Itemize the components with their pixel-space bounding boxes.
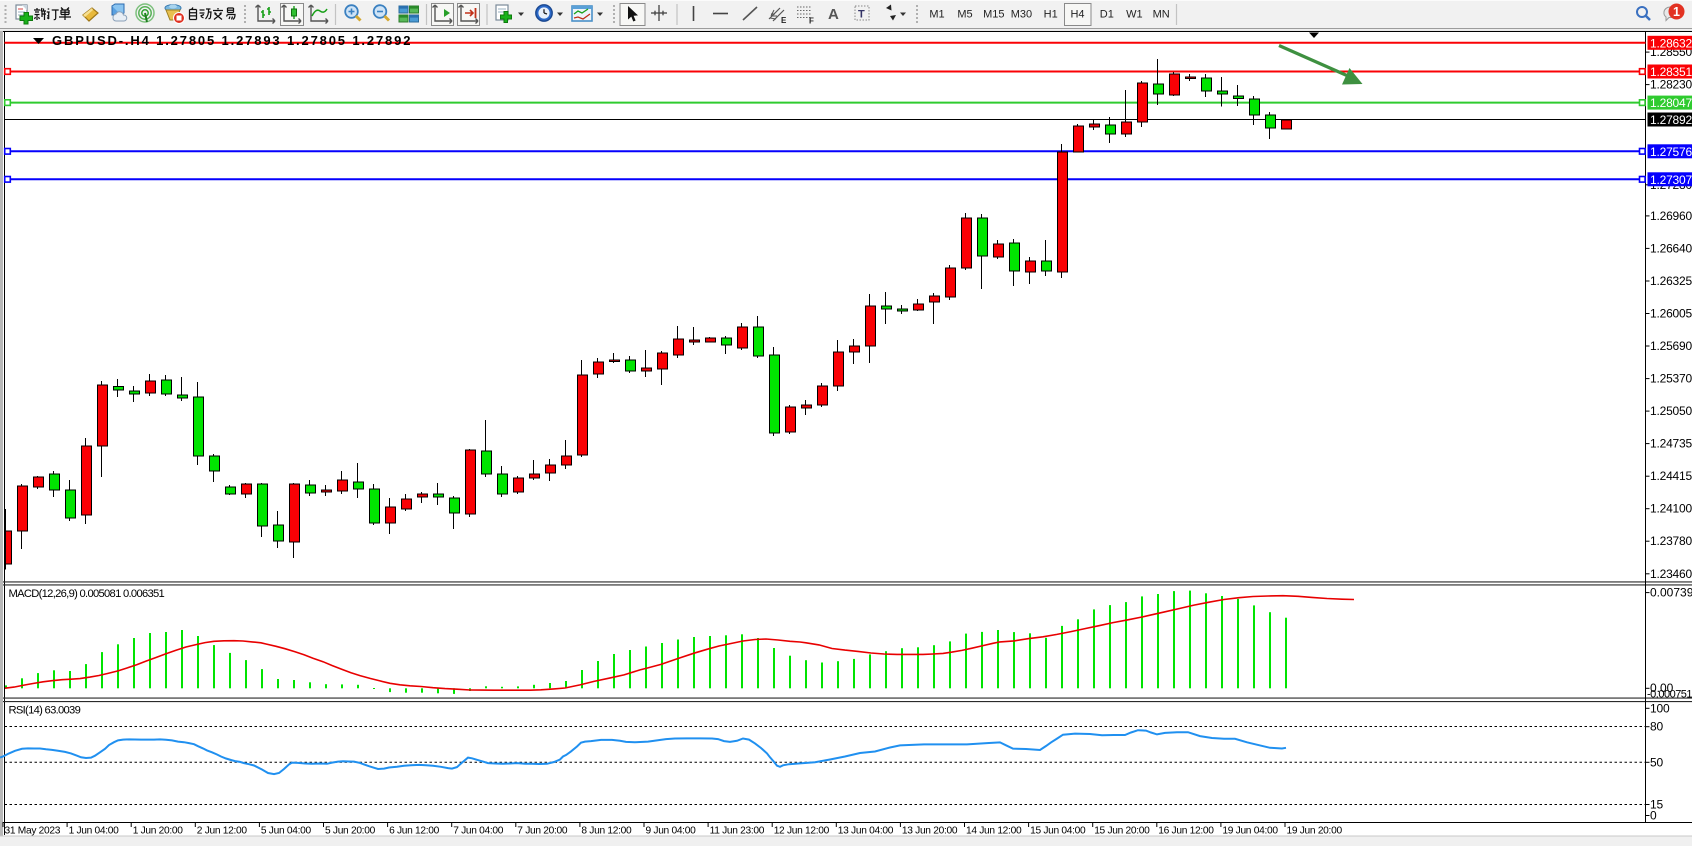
svg-text:1.28351: 1.28351 — [1650, 65, 1692, 79]
svg-text:1.26640: 1.26640 — [1650, 241, 1692, 255]
svg-text:1.28632: 1.28632 — [1650, 36, 1692, 50]
svg-text:12 Jun 12:00: 12 Jun 12:00 — [774, 826, 830, 837]
svg-text:80: 80 — [1650, 720, 1663, 734]
svg-text:RSI(14) 63.0039: RSI(14) 63.0039 — [9, 705, 81, 717]
svg-text:M5: M5 — [957, 9, 972, 21]
svg-text:19 Jun 04:00: 19 Jun 04:00 — [1222, 826, 1278, 837]
svg-text:1.27576: 1.27576 — [1650, 145, 1692, 159]
svg-text:A: A — [828, 6, 839, 23]
svg-text:7 Jun 20:00: 7 Jun 20:00 — [517, 826, 568, 837]
svg-text:M15: M15 — [983, 9, 1004, 21]
svg-text:1.28230: 1.28230 — [1650, 78, 1692, 92]
svg-text:9 Jun 04:00: 9 Jun 04:00 — [646, 826, 697, 837]
svg-text:6 Jun 12:00: 6 Jun 12:00 — [389, 826, 440, 837]
svg-text:1.25370: 1.25370 — [1650, 372, 1692, 386]
svg-text:MACD(12,26,9) 0.005081 0.00635: MACD(12,26,9) 0.005081 0.006351 — [9, 588, 165, 600]
svg-text:1.24415: 1.24415 — [1650, 469, 1692, 483]
svg-text:16 Jun 12:00: 16 Jun 12:00 — [1158, 826, 1214, 837]
svg-text:1.23460: 1.23460 — [1650, 567, 1692, 581]
svg-text:14 Jun 12:00: 14 Jun 12:00 — [966, 826, 1022, 837]
svg-text:100: 100 — [1650, 701, 1670, 715]
svg-text:W1: W1 — [1126, 9, 1143, 21]
svg-text:31 May 2023: 31 May 2023 — [5, 826, 61, 837]
svg-text:H1: H1 — [1044, 9, 1058, 21]
svg-text:11 Jun 23:00: 11 Jun 23:00 — [710, 826, 765, 837]
svg-text:-0.000751: -0.000751 — [1647, 689, 1692, 701]
svg-text:1 Jun 20:00: 1 Jun 20:00 — [133, 826, 184, 837]
svg-text:15 Jun 20:00: 15 Jun 20:00 — [1094, 826, 1150, 837]
svg-text:E: E — [781, 16, 787, 25]
svg-text:8 Jun 12:00: 8 Jun 12:00 — [581, 826, 632, 837]
svg-text:1.27307: 1.27307 — [1650, 173, 1692, 187]
svg-text:0.00739: 0.00739 — [1650, 586, 1692, 600]
svg-text:1.23780: 1.23780 — [1650, 534, 1692, 548]
svg-text:2 Jun 12:00: 2 Jun 12:00 — [197, 826, 248, 837]
svg-text:1.26325: 1.26325 — [1650, 274, 1692, 288]
svg-text:F: F — [809, 17, 814, 26]
svg-text:M30: M30 — [1011, 9, 1032, 21]
svg-text:1: 1 — [1673, 5, 1680, 19]
svg-text:MN: MN — [1153, 9, 1170, 21]
svg-text:13 Jun 04:00: 13 Jun 04:00 — [838, 826, 894, 837]
svg-text:13 Jun 20:00: 13 Jun 20:00 — [902, 826, 958, 837]
svg-text:M1: M1 — [929, 9, 944, 21]
svg-text:1.25050: 1.25050 — [1650, 404, 1692, 418]
svg-text:1.24735: 1.24735 — [1650, 437, 1692, 451]
svg-text:0: 0 — [1650, 809, 1657, 823]
svg-text:1.28047: 1.28047 — [1650, 96, 1692, 110]
svg-text:1 Jun 04:00: 1 Jun 04:00 — [69, 826, 120, 837]
svg-text:1.25690: 1.25690 — [1650, 339, 1692, 353]
svg-text:H4: H4 — [1070, 9, 1084, 21]
svg-text:5 Jun 20:00: 5 Jun 20:00 — [325, 826, 376, 837]
svg-text:7 Jun 04:00: 7 Jun 04:00 — [453, 826, 504, 837]
svg-text:1.26960: 1.26960 — [1650, 209, 1692, 223]
svg-text:15 Jun 04:00: 15 Jun 04:00 — [1030, 826, 1086, 837]
svg-text:5 Jun 04:00: 5 Jun 04:00 — [261, 826, 312, 837]
svg-text:1.27892: 1.27892 — [1650, 113, 1692, 127]
svg-text:0.00: 0.00 — [1650, 681, 1674, 695]
svg-text:GBPUSD-.H4 1.27805 1.27893 1.: GBPUSD-.H4 1.27805 1.27893 1.27805 1.278… — [52, 33, 412, 48]
svg-text:T: T — [858, 9, 865, 21]
svg-text:50: 50 — [1650, 755, 1663, 769]
svg-text:1.24100: 1.24100 — [1650, 502, 1692, 516]
svg-text:D1: D1 — [1100, 9, 1114, 21]
svg-text:15: 15 — [1650, 798, 1663, 812]
svg-text:1.26005: 1.26005 — [1650, 307, 1692, 321]
svg-text:19 Jun 20:00: 19 Jun 20:00 — [1287, 826, 1343, 837]
